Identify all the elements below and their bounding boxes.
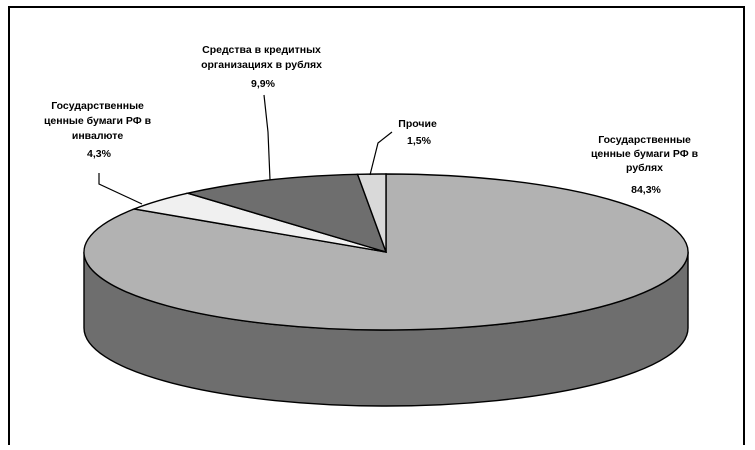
data-label-gov-securities-foreign: Государственные ценные бумаги РФ в инвал…	[44, 100, 154, 160]
pie-slice-other	[356, 173, 387, 253]
pie-top-face	[83, 173, 689, 331]
data-label-gov-securities-rub: Государственные ценные бумаги РФ в рубля…	[591, 134, 701, 196]
data-label-other: Прочие 1,5%	[398, 118, 439, 147]
pie-slice-credit-org-funds-rub	[184, 173, 388, 254]
leader-line-other	[369, 131, 393, 176]
leader-line-gov-securities-foreign	[98, 173, 143, 205]
leader-lines	[98, 94, 393, 205]
data-label-credit-org-funds-rub: Средства в кредитных организациях в рубл…	[201, 44, 325, 90]
leader-line-credit-org-funds-rub	[263, 94, 271, 181]
